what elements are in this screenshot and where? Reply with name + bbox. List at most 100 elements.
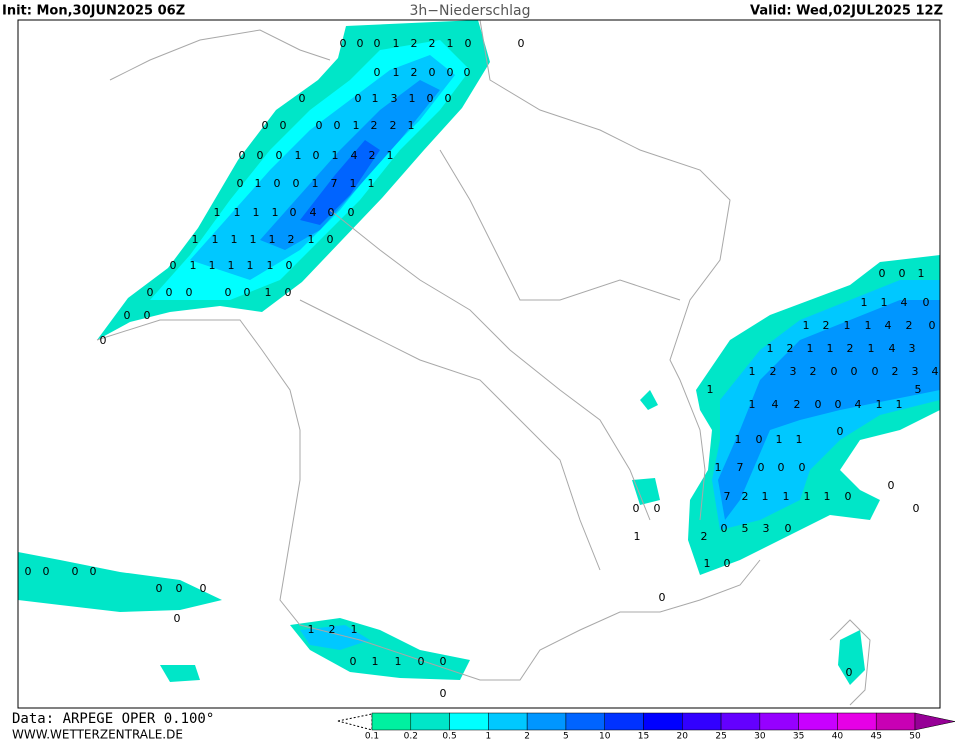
map-value-label: 1 [192,233,199,246]
border-line [439,149,681,301]
legend-swatch [488,712,528,731]
map-value-label: 0 [348,206,355,219]
legend-swatch [371,712,412,731]
map-value-label: 0 [888,479,895,492]
map-value-label: 1 [190,259,197,272]
map-value-label: 0 [440,655,447,668]
map-value-label: 1 [214,206,221,219]
map-value-label: 1 [265,286,272,299]
legend-label: 1 [485,732,491,742]
precip-area [300,140,380,225]
map-value-label: 1 [269,233,276,246]
map-value-label: 0 [374,37,381,50]
map-value-label: 4 [889,342,896,355]
map-value-label: 7 [331,177,338,190]
map-value-label: 2 [770,365,777,378]
map-value-label: 2 [329,623,336,636]
map-value-label: 0 [758,461,765,474]
map-area: 0 0 0 1 2 2 1 0 00 1 2 0 0 00 0 1 3 1 0 00 0 0 0 1 2 2 10 0 0 1 0 1 4 2 10… [18,19,940,706]
map-value-label: 1 [350,177,357,190]
map-value-label: 0 [429,66,436,79]
border-line [299,299,601,571]
map-value-label: 1 [409,92,416,105]
map-value-label: 0 [280,119,287,132]
map-value-label: 0 [721,522,728,535]
legend-swatch [798,712,838,731]
map-value-label: 1 [783,490,790,503]
map-value-label: 0 [872,365,879,378]
map-value-label: 1 [704,557,711,570]
map-value-label: 3 [912,365,919,378]
map-value-label: 0 [293,177,300,190]
map-value-label: 0 [913,502,920,515]
map-value-label: 0 [350,655,357,668]
legend-label: 2 [524,732,530,742]
map-value-label: 1 [749,365,756,378]
legend-swatch [526,712,567,731]
map-value-label: 3 [763,522,770,535]
precip-area [838,630,865,685]
map-value-label: 0 [299,92,306,105]
map-value-label: 0 [778,461,785,474]
map-value-label: 0 [156,582,163,595]
map-value-label: 7 [724,490,731,503]
map-value-label: 2 [892,365,899,378]
map-value-label: 0 [186,286,193,299]
map-value-label: 1 [447,37,454,50]
map-value-label: 0 [276,149,283,162]
map-value-label: 1 [408,119,415,132]
map-value-label: 1 [393,37,400,50]
map-value-label: 1 [803,319,810,332]
map-value-label: 0 [144,309,151,322]
map-value-label: 2 [411,37,418,50]
map-value-label: 2 [847,342,854,355]
map-value-label: 1 [868,342,875,355]
map-value-label: 0 [237,177,244,190]
map-value-label: 0 [815,398,822,411]
map-frame [17,19,941,709]
map-value-label: 0 [440,687,447,700]
map-value-label: 7 [737,461,744,474]
map-value-label: 0 [257,149,264,162]
map-value-label: 2 [390,119,397,132]
map-value-label: 0 [846,666,853,679]
precip-area [718,300,940,520]
map-value-label: 1 [209,259,216,272]
precip-area [300,625,370,650]
map-value-label: 0 [174,612,181,625]
map-value-label: 0 [170,259,177,272]
map-value-label: 0 [929,319,936,332]
map-value-label: 0 [286,259,293,272]
legend-label: 0.5 [442,732,456,742]
legend-label: 5 [563,732,569,742]
map-value-label: 0 [274,177,281,190]
map-value-label: 5 [742,522,749,535]
coastline [829,619,871,706]
map-value-label: 4 [855,398,862,411]
map-value-label: 1 [881,296,888,309]
map-value-label: 4 [932,365,939,378]
legend-label: 35 [793,732,804,742]
map-value-label: 1 [707,383,714,396]
map-value-label: 4 [772,398,779,411]
map-value-label: 2 [787,342,794,355]
map-value-label: 1 [351,623,358,636]
map-value-label: 1 [332,149,339,162]
map-value-label: 1 [250,233,257,246]
map-value-label: 1 [267,259,274,272]
coastline [109,29,331,81]
map-value-label: 1 [865,319,872,332]
map-value-label: 3 [790,365,797,378]
map-value-label: 2 [701,530,708,543]
map-value-label: 1 [368,177,375,190]
map-value-label: 1 [247,259,254,272]
legend-swatch [449,712,489,731]
coastline [96,319,761,681]
map-value-label: 2 [369,149,376,162]
map-value-label: 0 [654,502,661,515]
map-value-label: 0 [465,37,472,50]
map-value-label: 0 [835,398,842,411]
map-value-label: 1 [827,342,834,355]
legend-swatch [643,712,683,731]
map-value-label: 0 [659,591,666,604]
